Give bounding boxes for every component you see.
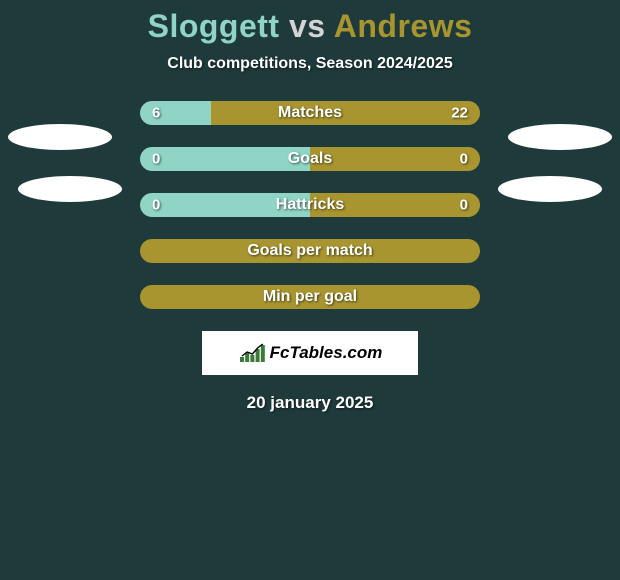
stat-row: Goals 0 0 [70, 147, 550, 171]
stat-row: Min per goal [70, 285, 550, 309]
stat-label: Hattricks [276, 196, 344, 214]
stat-value-right: 0 [460, 151, 468, 168]
logo-inner: FcTables.com [238, 342, 383, 364]
date-text: 20 january 2025 [0, 393, 620, 413]
stat-label: Min per goal [263, 288, 357, 306]
player-photo-placeholder [8, 124, 112, 150]
player-photo-placeholder [508, 124, 612, 150]
player-photo-placeholder [18, 176, 122, 202]
bar-left-fill [140, 147, 310, 171]
logo-text: FcTables.com [270, 343, 383, 363]
stat-label: Goals per match [247, 242, 372, 260]
stat-bar: Matches 6 22 [140, 101, 480, 125]
bar-left-fill [140, 101, 211, 125]
stat-value-right: 22 [451, 105, 468, 122]
logo-bar-chart-icon [238, 342, 266, 364]
stat-bar: Min per goal [140, 285, 480, 309]
logo-box: FcTables.com [202, 331, 418, 375]
bar-right-fill [310, 147, 480, 171]
player1-name: Sloggett [148, 8, 280, 44]
stats-rows: Matches 6 22 Goals 0 0 Hattricks 0 0 Goals per ma… [70, 101, 550, 309]
stat-row: Hattricks 0 0 [70, 193, 550, 217]
stat-row: Goals per match [70, 239, 550, 263]
stat-label: Matches [278, 104, 342, 122]
stat-value-left: 0 [152, 197, 160, 214]
stat-value-left: 0 [152, 151, 160, 168]
stat-bar: Hattricks 0 0 [140, 193, 480, 217]
subtitle: Club competitions, Season 2024/2025 [0, 55, 620, 73]
infographic-container: Sloggett vs Andrews Club competitions, S… [0, 0, 620, 413]
vs-text: vs [289, 8, 326, 44]
stat-row: Matches 6 22 [70, 101, 550, 125]
stat-bar: Goals per match [140, 239, 480, 263]
comparison-title: Sloggett vs Andrews [0, 8, 620, 45]
stat-value-left: 6 [152, 105, 160, 122]
stat-label: Goals [288, 150, 332, 168]
player2-name: Andrews [334, 8, 473, 44]
stat-value-right: 0 [460, 197, 468, 214]
player-photo-placeholder [498, 176, 602, 202]
stat-bar: Goals 0 0 [140, 147, 480, 171]
bar-right-fill [211, 101, 480, 125]
